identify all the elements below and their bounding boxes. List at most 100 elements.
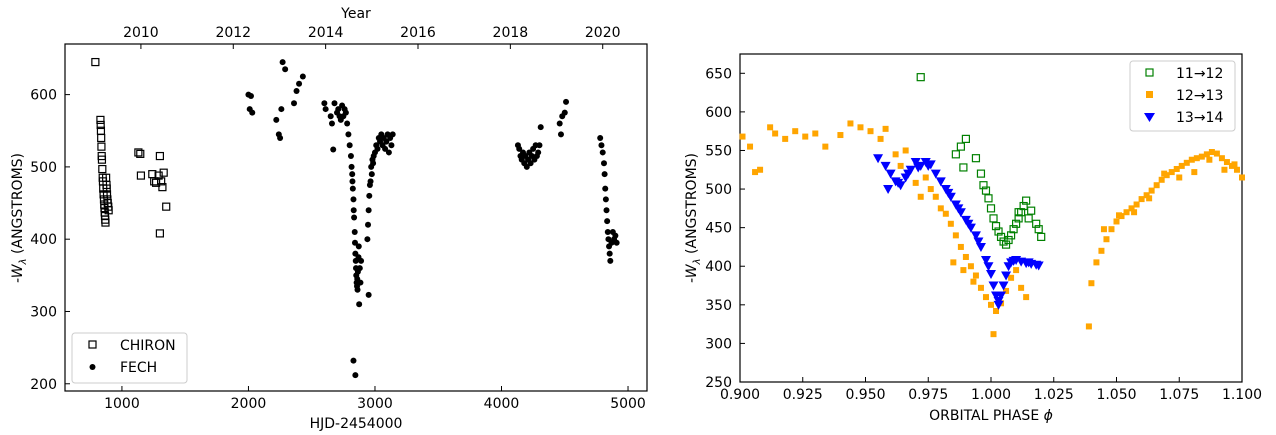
left-point-1	[374, 145, 381, 152]
left-point-1	[365, 207, 372, 214]
left-point-1	[350, 357, 357, 364]
left-point-1	[536, 142, 543, 149]
right-point-2	[983, 262, 994, 272]
right-point-1	[857, 124, 864, 131]
left-point-1	[349, 185, 356, 192]
left-point-1	[350, 207, 357, 214]
right-point-1	[1023, 294, 1030, 301]
right-point-1	[917, 193, 924, 200]
right-point-1	[972, 272, 979, 279]
left-point-1	[345, 131, 352, 138]
left-point-0	[97, 155, 107, 164]
right-point-2	[1023, 258, 1034, 268]
right-point-1	[1018, 284, 1025, 291]
right-point-0	[951, 150, 960, 159]
right-point-0	[1004, 235, 1013, 245]
right-point-1	[812, 130, 819, 137]
right-point-0	[1027, 206, 1036, 215]
left-point-1	[351, 228, 358, 235]
right-y-ticks: 250 300 350 400 450 500 550 600 650	[705, 66, 745, 391]
left-point-1	[351, 239, 358, 246]
right-point-1	[1098, 247, 1105, 254]
left-point-1	[612, 232, 619, 239]
legend-marker-fech	[89, 364, 96, 370]
legend-label-11-12: 11→12	[1176, 66, 1223, 82]
right-point-1	[927, 186, 934, 193]
left-point-0	[159, 168, 168, 177]
left-point-0	[96, 115, 105, 125]
legend-marker-12-13	[1146, 91, 1153, 98]
right-point-2	[970, 231, 981, 241]
right-x-axis-title: ORBITAL PHASE ϕ	[929, 408, 1053, 424]
legend-marker-chiron	[88, 340, 97, 349]
right-point-0	[971, 154, 981, 163]
right-point-0	[984, 194, 993, 203]
right-point-0	[986, 204, 996, 213]
left-legend: CHIRON FECH	[71, 332, 188, 384]
right-point-2	[1033, 261, 1044, 271]
left-point-1	[563, 98, 570, 105]
left-point-1	[383, 138, 390, 145]
right-point-0	[976, 169, 986, 178]
left-x-tick-label: 5000	[610, 396, 646, 412]
legend-label-fech: FECH	[120, 360, 157, 376]
right-point-1	[1213, 150, 1220, 157]
right-point-1	[1233, 166, 1240, 173]
left-point-0	[102, 184, 111, 193]
left-point-1	[535, 149, 542, 156]
right-y-tick-label: 450	[705, 221, 732, 237]
right-point-1	[1231, 161, 1238, 168]
right-point-1	[1168, 169, 1175, 176]
left-point-1	[601, 171, 608, 178]
right-point-1	[1085, 323, 1092, 330]
right-point-0	[1034, 225, 1043, 234]
right-point-1	[1116, 212, 1123, 219]
right-point-2	[1008, 256, 1019, 266]
left-point-1	[516, 145, 523, 152]
left-point-1	[388, 142, 395, 149]
left-y-tick-label: 400	[30, 232, 57, 248]
left-plot-frame	[64, 43, 648, 392]
left-point-0	[154, 171, 163, 180]
left-point-1	[385, 149, 392, 156]
left-point-1	[607, 257, 614, 264]
legend-marker-13-14	[1144, 113, 1155, 122]
left-top-axis-title: Year	[340, 6, 371, 22]
right-point-0	[994, 227, 1003, 236]
left-point-1	[350, 196, 357, 203]
right-point-1	[1131, 209, 1138, 216]
left-top-year-ticks: 2010 2012 2014 2016 2018 2020	[123, 25, 621, 49]
right-point-1	[1113, 218, 1120, 225]
right-point-2	[980, 256, 991, 266]
left-point-1	[600, 160, 607, 167]
right-point-1	[993, 307, 1000, 314]
right-point-2	[873, 154, 884, 164]
right-point-2	[880, 161, 891, 171]
right-point-1	[942, 210, 949, 217]
left-point-1	[602, 196, 609, 203]
right-point-1	[988, 301, 994, 308]
right-point-1	[1003, 287, 1010, 294]
right-point-1	[1206, 156, 1213, 163]
right-legend-box	[1129, 60, 1236, 132]
left-point-0	[97, 133, 106, 143]
right-point-0	[1001, 240, 1011, 249]
right-point-1	[1218, 155, 1225, 162]
left-point-1	[598, 142, 605, 149]
right-point-1	[932, 193, 939, 200]
left-y-ticks: 200 300 400 500 600	[30, 88, 70, 393]
right-point-1	[1103, 236, 1110, 243]
right-x-tick-label: 1.050	[1096, 387, 1136, 403]
left-point-1	[293, 87, 300, 94]
right-point-1	[990, 331, 997, 338]
right-point-1	[977, 284, 984, 291]
left-x-ticks: 1000 2000 3000 4000 5000	[104, 386, 646, 412]
left-point-1	[389, 131, 396, 138]
left-point-0	[158, 183, 167, 192]
right-y-tick-label: 400	[705, 259, 732, 275]
right-y-tick-label: 550	[705, 143, 732, 159]
right-point-0	[981, 186, 991, 195]
right-point-1	[1188, 156, 1195, 163]
right-point-0	[916, 73, 925, 82]
right-point-0	[989, 214, 998, 223]
